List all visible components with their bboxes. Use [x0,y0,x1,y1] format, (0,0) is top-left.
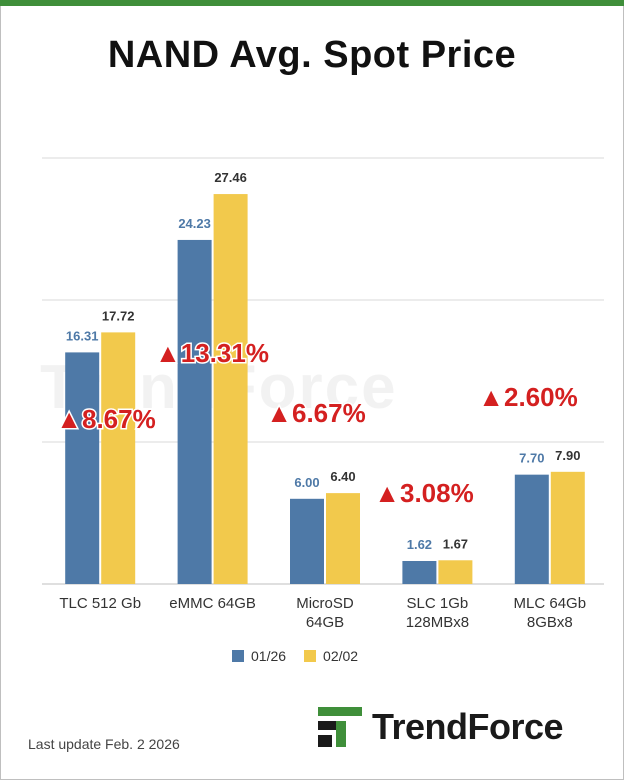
data-label-1: 16.31 [66,328,99,343]
top-accent-bar [0,0,624,6]
category-label-line: eMMC 64GB [169,595,256,612]
category-label-line: 8GBx8 [526,614,573,631]
category-label-line: MicroSD [296,595,354,612]
category-label: MicroSD 64GB [265,594,385,632]
last-update-text: Last update Feb. 2 2026 [28,736,180,752]
change-label: ▲2.60% [478,382,577,412]
data-label-2: 6.40 [330,469,355,484]
category-label: TLC 512 Gb [40,594,160,613]
category-label-line: MLC 64Gb [513,595,587,612]
change-label: ▲13.31% [155,338,269,368]
legend-item-series-2: 02/02 [304,648,358,664]
legend-item-series-1: 01/26 [232,648,286,664]
data-label-1: 6.00 [294,475,319,490]
legend-label-series-2: 02/02 [323,648,359,664]
legend-swatch-series-1 [232,650,244,662]
brand-logo: TrendForce [318,706,564,748]
category-label-line: SLC 1Gb [406,595,469,612]
bar-1 [290,498,324,584]
legend-swatch-series-2 [304,650,317,662]
trendforce-logo-icon [318,707,362,747]
bar-1 [177,239,212,584]
data-label-2: 1.67 [443,536,468,551]
category-label-line: 128MBx8 [405,614,470,631]
data-label-1: 1.62 [407,537,432,552]
brand-name: TrendForce [372,706,564,747]
legend-label-series-1: 01/26 [251,648,287,664]
change-label: ▲8.67% [56,404,155,434]
bar-1 [402,560,437,584]
bar-2 [550,471,585,584]
data-label-2: 7.90 [555,448,580,463]
data-label-1: 24.23 [178,216,211,231]
bar-1 [514,474,549,584]
data-label-2: 27.46 [214,170,247,185]
bar-2 [438,560,473,584]
category-label-line: 64GB [305,614,345,631]
category-label: SLC 1Gb 128MBx8 [377,594,497,632]
bar-2 [101,332,136,584]
legend: 01/26 02/02 [232,648,358,664]
category-label: eMMC 64GB [153,594,273,613]
data-label-1: 7.70 [519,451,544,466]
change-label: ▲6.67% [266,398,365,428]
bar-1 [65,352,100,584]
category-label-line: TLC 512 Gb [59,595,142,612]
bar-2 [326,493,360,584]
chart-title: NAND Avg. Spot Price [107,34,517,76]
category-label: MLC 64Gb 8GBx8 [490,594,610,632]
bar-2 [213,194,248,584]
data-label-2: 17.72 [102,308,135,323]
change-label: ▲3.08% [374,478,473,508]
